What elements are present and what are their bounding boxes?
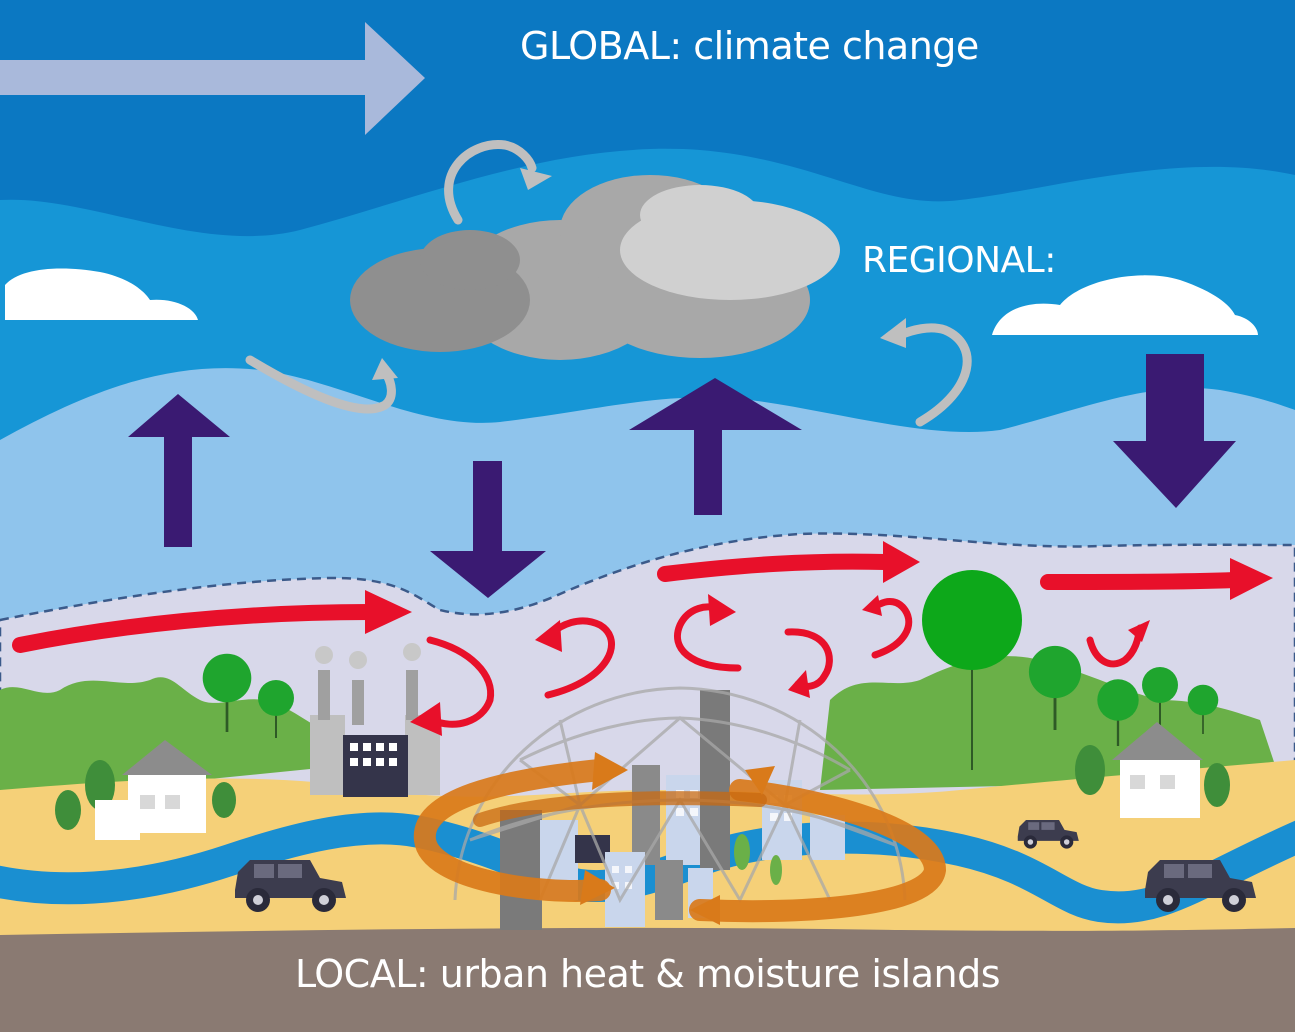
circulation-arrow-icon (245, 140, 972, 427)
tree-icon (55, 745, 1230, 830)
factory-icon (310, 643, 440, 797)
label-global: GLOBAL: climate change (520, 24, 979, 68)
advection-arrows (12, 541, 1273, 653)
tree-icon (922, 570, 1022, 770)
up-arrow-icon (629, 378, 802, 515)
up-arrow-icon (128, 394, 230, 547)
large-right-arrow-icon (0, 22, 425, 135)
cloud-icon (5, 268, 198, 320)
eddy-arrows (426, 598, 1144, 728)
eddy-arrowheads (410, 594, 1150, 736)
down-arrow-icon (1113, 354, 1236, 508)
circulation-arrowheads (372, 168, 906, 380)
vertical-flux-arrows (128, 354, 1236, 598)
house-icon (1112, 722, 1203, 818)
heat-island-swirl (413, 752, 947, 925)
cloud-icon (350, 175, 840, 360)
down-arrow-icon (430, 461, 546, 598)
label-regional: REGIONAL: (862, 240, 1056, 281)
label-local: LOCAL: urban heat & moisture islands (294, 952, 1001, 996)
cloud-icon (992, 275, 1258, 335)
soil (0, 927, 1295, 1032)
house-icon (95, 740, 212, 840)
